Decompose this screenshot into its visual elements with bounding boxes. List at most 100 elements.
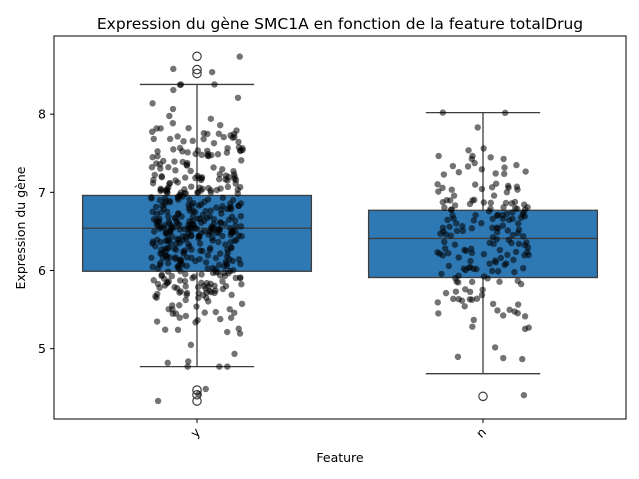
- data-point: [202, 385, 209, 393]
- data-point: [434, 181, 441, 188]
- data-point: [175, 236, 182, 243]
- data-point: [501, 164, 508, 171]
- data-point: [154, 397, 162, 405]
- data-point: [164, 279, 171, 286]
- data-point: [156, 284, 163, 291]
- data-point: [164, 359, 171, 367]
- data-point: [157, 185, 164, 193]
- data-point: [199, 247, 206, 255]
- data-point: [471, 181, 479, 188]
- data-point: [207, 244, 214, 252]
- data-point: [164, 260, 172, 267]
- data-point: [238, 157, 245, 164]
- x-tick-label: y: [187, 424, 203, 440]
- data-point: [190, 199, 197, 207]
- plot-frame: [53, 35, 627, 420]
- data-point: [236, 53, 243, 60]
- data-point: [174, 179, 181, 186]
- data-point: [489, 300, 497, 308]
- data-point: [489, 233, 497, 241]
- y-tick-label: 6: [38, 263, 46, 278]
- data-point: [224, 328, 231, 336]
- data-point: [231, 309, 238, 316]
- data-point: [219, 166, 226, 173]
- data-point: [172, 254, 179, 261]
- data-point: [185, 124, 192, 132]
- data-point: [218, 210, 225, 217]
- data-point: [465, 264, 473, 271]
- data-point: [478, 185, 486, 193]
- data-point: [153, 220, 161, 228]
- data-point: [504, 251, 511, 259]
- data-point: [196, 240, 204, 247]
- data-point: [467, 257, 474, 265]
- data-point: [492, 170, 499, 177]
- data-point: [491, 344, 499, 351]
- data-point: [521, 201, 528, 208]
- data-point: [191, 225, 199, 232]
- data-point: [148, 128, 156, 135]
- data-point: [156, 197, 164, 204]
- box-group-n: [367, 109, 599, 402]
- data-point: [152, 203, 160, 211]
- data-point: [191, 209, 199, 216]
- data-point: [238, 281, 245, 288]
- data-point: [445, 250, 452, 257]
- data-point: [188, 246, 195, 253]
- data-point: [227, 314, 235, 321]
- data-point: [156, 161, 164, 168]
- data-point: [223, 149, 231, 156]
- data-point: [189, 137, 196, 145]
- data-point: [170, 65, 177, 73]
- data-point: [235, 256, 243, 263]
- data-point: [499, 222, 506, 229]
- data-point: [215, 176, 223, 183]
- data-point: [500, 155, 507, 163]
- data-point: [501, 261, 508, 269]
- data-point: [229, 196, 237, 204]
- data-point: [444, 216, 451, 224]
- data-point: [235, 232, 242, 239]
- data-point: [478, 166, 486, 173]
- data-point: [491, 257, 499, 264]
- data-point: [493, 229, 501, 236]
- points-n: [434, 109, 532, 363]
- data-point: [200, 130, 208, 137]
- data-point: [176, 226, 184, 233]
- data-point: [163, 231, 171, 238]
- data-point: [204, 252, 212, 259]
- plot-area: [81, 51, 599, 406]
- data-point: [148, 194, 155, 201]
- data-point: [174, 326, 182, 334]
- data-point: [232, 222, 239, 230]
- data-point: [204, 265, 212, 272]
- data-point: [487, 154, 494, 161]
- data-point: [188, 254, 195, 262]
- data-point: [215, 261, 223, 269]
- data-point: [212, 287, 219, 294]
- data-point: [232, 217, 239, 224]
- data-point: [172, 215, 179, 222]
- data-point: [442, 289, 450, 297]
- data-point: [176, 314, 183, 321]
- data-point: [439, 109, 447, 116]
- data-point: [500, 204, 507, 211]
- data-point: [227, 238, 234, 246]
- data-point: [213, 204, 220, 211]
- data-point: [509, 215, 516, 223]
- data-point: [177, 81, 185, 88]
- data-point: [162, 187, 170, 195]
- data-point: [151, 171, 158, 179]
- data-point: [435, 152, 442, 160]
- data-point: [221, 272, 229, 280]
- data-point: [438, 270, 445, 278]
- data-point: [238, 300, 246, 308]
- data-point: [443, 196, 450, 204]
- data-point: [519, 264, 527, 272]
- data-point: [511, 308, 518, 315]
- data-point: [520, 391, 528, 399]
- data-point: [484, 275, 491, 282]
- data-point: [468, 225, 476, 232]
- data-point: [514, 277, 521, 285]
- data-point: [237, 223, 245, 230]
